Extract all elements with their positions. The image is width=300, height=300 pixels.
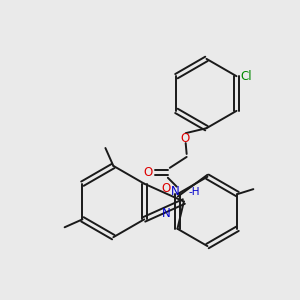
Text: O: O (143, 166, 153, 179)
Text: O: O (180, 132, 189, 145)
Text: N: N (170, 185, 179, 198)
Text: Cl: Cl (241, 70, 252, 83)
Text: O: O (161, 182, 171, 195)
Text: -H: -H (189, 187, 200, 196)
Text: N: N (162, 207, 170, 220)
